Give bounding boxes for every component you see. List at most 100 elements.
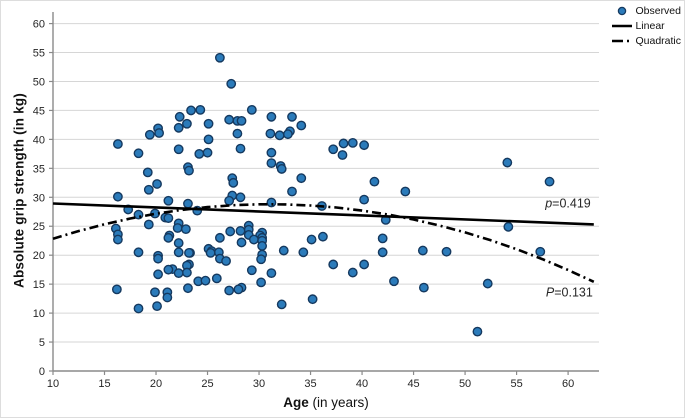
- y-tick-label: 45: [33, 105, 45, 117]
- observed-point: [195, 104, 206, 115]
- y-axis-title: Absolute grip strength (in kg): [11, 93, 27, 288]
- observed-point: [163, 213, 174, 224]
- observed-point: [173, 122, 184, 133]
- observed-point: [298, 247, 309, 258]
- observed-point: [328, 144, 339, 155]
- observed-point: [226, 78, 237, 89]
- observed-point: [235, 192, 246, 203]
- observed-point: [174, 111, 185, 122]
- observed-point: [236, 237, 247, 248]
- observed-point: [276, 299, 287, 310]
- observed-point: [265, 128, 276, 139]
- observed-point: [328, 259, 339, 270]
- observed-point: [377, 233, 388, 244]
- observed-point: [203, 118, 214, 129]
- observed-point: [400, 186, 411, 197]
- observed-point: [224, 285, 235, 296]
- observed-point: [163, 264, 174, 275]
- observed-point: [113, 191, 123, 202]
- observed-point: [194, 148, 205, 159]
- observed-point: [347, 137, 358, 148]
- legend-label: Observed: [635, 5, 681, 17]
- y-tick-label: 25: [33, 221, 45, 233]
- observed-point: [183, 283, 193, 294]
- x-tick-label: 40: [356, 378, 368, 390]
- observed-point: [266, 111, 277, 122]
- observed-point: [274, 130, 285, 141]
- observed-point: [182, 118, 192, 129]
- observed-point: [173, 144, 184, 155]
- observed-point: [369, 176, 380, 187]
- x-tick-label: 25: [201, 378, 213, 390]
- observed-point: [266, 197, 277, 208]
- observed-dot-icon: [609, 5, 635, 17]
- observed-point: [172, 223, 183, 233]
- observed-point: [266, 158, 277, 169]
- observed-point: [211, 273, 222, 284]
- x-tick-label: 35: [304, 378, 316, 390]
- observed-point: [224, 195, 235, 206]
- observed-point: [503, 221, 514, 232]
- dash-dot-line-icon: [609, 38, 635, 44]
- x-tick-label: 30: [253, 378, 265, 390]
- p-value-annotation-2: P=0.131: [546, 285, 593, 299]
- observed-point: [233, 284, 244, 295]
- observed-point: [225, 226, 236, 237]
- observed-point: [359, 259, 370, 270]
- observed-point: [359, 140, 370, 151]
- observed-point: [359, 194, 370, 205]
- y-tick-label: 30: [33, 192, 45, 204]
- observed-point: [389, 276, 399, 287]
- legend: Observed Linear Quadratic: [609, 4, 681, 48]
- observed-point: [296, 120, 307, 131]
- x-tick-label: 15: [98, 378, 110, 390]
- observed-point: [200, 275, 211, 286]
- observed-point: [256, 277, 266, 288]
- observed-point: [337, 150, 348, 160]
- observed-point: [256, 254, 266, 265]
- observed-point: [133, 209, 144, 220]
- observed-point: [221, 256, 231, 266]
- linear-fit-line: [52, 202, 594, 226]
- observed-point: [163, 195, 174, 206]
- observed-point: [296, 173, 307, 184]
- observed-point: [144, 129, 155, 140]
- observed-point: [173, 247, 184, 258]
- observed-point: [287, 111, 297, 122]
- observed-point: [186, 105, 196, 116]
- observed-point: [113, 234, 123, 245]
- x-tick-label: 10: [47, 378, 59, 390]
- observed-point: [111, 284, 122, 295]
- observed-point: [502, 157, 513, 168]
- observed-point: [162, 292, 173, 303]
- observed-point: [418, 282, 429, 293]
- y-tick-label: 10: [33, 308, 45, 320]
- y-tick-label: 15: [33, 279, 45, 291]
- legend-label: Quadratic: [635, 35, 681, 47]
- observed-point: [535, 246, 546, 257]
- quadratic-fit-line: [52, 203, 595, 283]
- observed-point: [235, 143, 246, 154]
- observed-point: [248, 234, 259, 245]
- observed-point: [205, 247, 216, 258]
- observed-point: [417, 245, 428, 256]
- x-tick-label: 60: [562, 378, 574, 390]
- observed-point: [163, 232, 174, 243]
- legend-item-quadratic: Quadratic: [609, 34, 681, 48]
- observed-point: [183, 198, 193, 209]
- observed-point: [154, 128, 165, 138]
- observed-point: [224, 114, 235, 125]
- legend-item-linear: Linear: [609, 19, 681, 33]
- observed-point: [472, 326, 483, 337]
- y-tick-label: 55: [33, 48, 45, 60]
- observed-point: [441, 246, 452, 257]
- observed-point: [133, 303, 144, 314]
- observed-point: [143, 184, 154, 195]
- observed-point: [236, 115, 247, 126]
- observed-point: [180, 224, 191, 235]
- observed-point: [133, 247, 144, 258]
- x-tick-label: 50: [459, 378, 471, 390]
- observed-point: [266, 268, 277, 279]
